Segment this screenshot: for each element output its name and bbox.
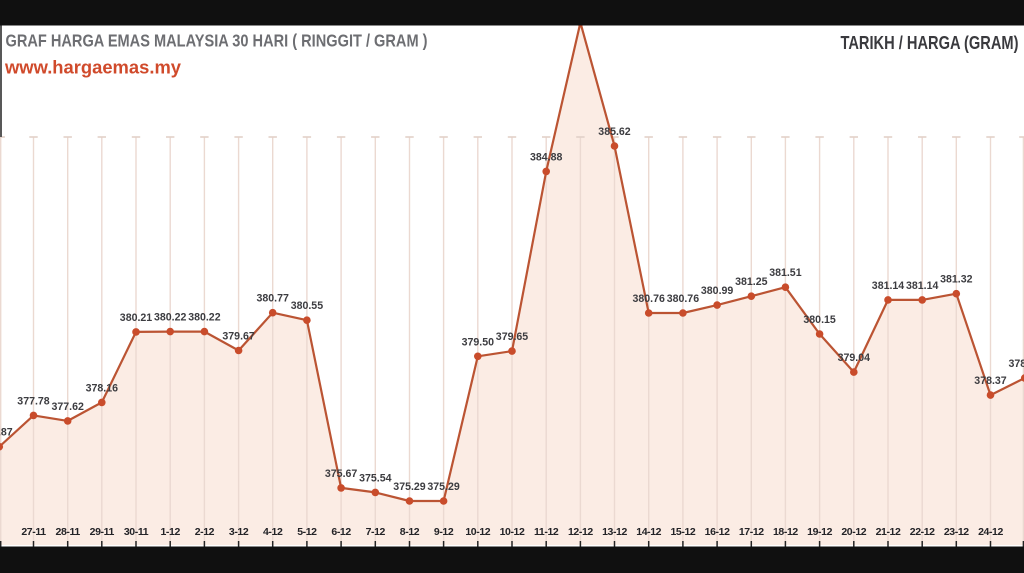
svg-text:381.51: 381.51: [769, 267, 802, 279]
svg-text:2-12: 2-12: [195, 526, 215, 538]
svg-text:14-12: 14-12: [636, 526, 661, 538]
svg-text:28-11: 28-11: [56, 526, 81, 538]
svg-text:376.87: 376.87: [0, 427, 13, 439]
svg-text:5-12: 5-12: [297, 526, 317, 538]
svg-text:24-12: 24-12: [978, 526, 1003, 538]
svg-text:8-12: 8-12: [400, 526, 420, 538]
svg-text:12-12: 12-12: [568, 526, 593, 538]
svg-text:375.29: 375.29: [393, 481, 426, 493]
svg-text:380.21: 380.21: [120, 312, 153, 324]
svg-text:11-12: 11-12: [534, 526, 559, 538]
svg-text:379.50: 379.50: [462, 336, 495, 348]
svg-text:377.78: 377.78: [17, 395, 50, 407]
svg-text:13-12: 13-12: [602, 526, 627, 538]
svg-text:380.99: 380.99: [701, 285, 734, 297]
svg-text:378.87: 378.87: [1008, 358, 1024, 370]
svg-text:380.76: 380.76: [667, 293, 700, 305]
svg-text:20-12: 20-12: [841, 526, 866, 538]
svg-text:3-12: 3-12: [229, 526, 249, 538]
svg-text:377.62: 377.62: [51, 401, 84, 413]
svg-text:378.16: 378.16: [86, 382, 119, 394]
svg-text:10-12: 10-12: [465, 526, 490, 538]
svg-text:30-11: 30-11: [124, 526, 149, 538]
svg-text:7-12: 7-12: [366, 526, 386, 538]
svg-text:18-12: 18-12: [773, 526, 798, 538]
svg-text:384.88: 384.88: [530, 151, 563, 163]
svg-text:GRAF HARGA EMAS MALAYSIA 30 HA: GRAF HARGA EMAS MALAYSIA 30 HARI ( RINGG…: [6, 31, 428, 51]
svg-text:380.76: 380.76: [632, 293, 665, 305]
svg-text:15-12: 15-12: [670, 526, 695, 538]
svg-text:6-12: 6-12: [331, 526, 351, 538]
svg-text:375.67: 375.67: [325, 468, 358, 480]
svg-text:TARIKH / HARGA (GRAM): TARIKH / HARGA (GRAM): [841, 32, 1019, 53]
svg-text:www.hargaemas.my: www.hargaemas.my: [4, 58, 181, 78]
svg-text:381.32: 381.32: [940, 274, 973, 286]
svg-text:381.14: 381.14: [872, 280, 905, 292]
svg-text:375.54: 375.54: [359, 472, 392, 484]
svg-text:379.67: 379.67: [222, 331, 255, 343]
svg-text:17-12: 17-12: [739, 526, 764, 538]
svg-text:21-12: 21-12: [876, 526, 901, 538]
svg-text:381.14: 381.14: [906, 280, 939, 292]
svg-text:380.15: 380.15: [803, 314, 836, 326]
svg-text:1-12: 1-12: [160, 526, 180, 538]
svg-text:9-12: 9-12: [434, 526, 454, 538]
svg-text:381.25: 381.25: [735, 276, 768, 288]
svg-text:375.29: 375.29: [427, 481, 460, 493]
svg-text:16-12: 16-12: [705, 526, 730, 538]
svg-text:380.55: 380.55: [291, 300, 324, 312]
svg-text:22-12: 22-12: [910, 526, 935, 538]
svg-text:19-12: 19-12: [807, 526, 832, 538]
svg-text:385.62: 385.62: [598, 126, 631, 138]
svg-text:380.22: 380.22: [188, 312, 221, 324]
svg-text:380.22: 380.22: [154, 312, 187, 324]
svg-text:379.65: 379.65: [496, 331, 529, 343]
svg-text:10-12: 10-12: [500, 526, 525, 538]
svg-text:29-11: 29-11: [90, 526, 115, 538]
svg-text:380.77: 380.77: [256, 293, 289, 305]
svg-text:379.04: 379.04: [838, 352, 871, 364]
svg-text:378.37: 378.37: [974, 375, 1007, 387]
svg-text:4-12: 4-12: [263, 526, 283, 538]
svg-text:23-12: 23-12: [944, 526, 969, 538]
svg-text:27-11: 27-11: [21, 526, 46, 538]
